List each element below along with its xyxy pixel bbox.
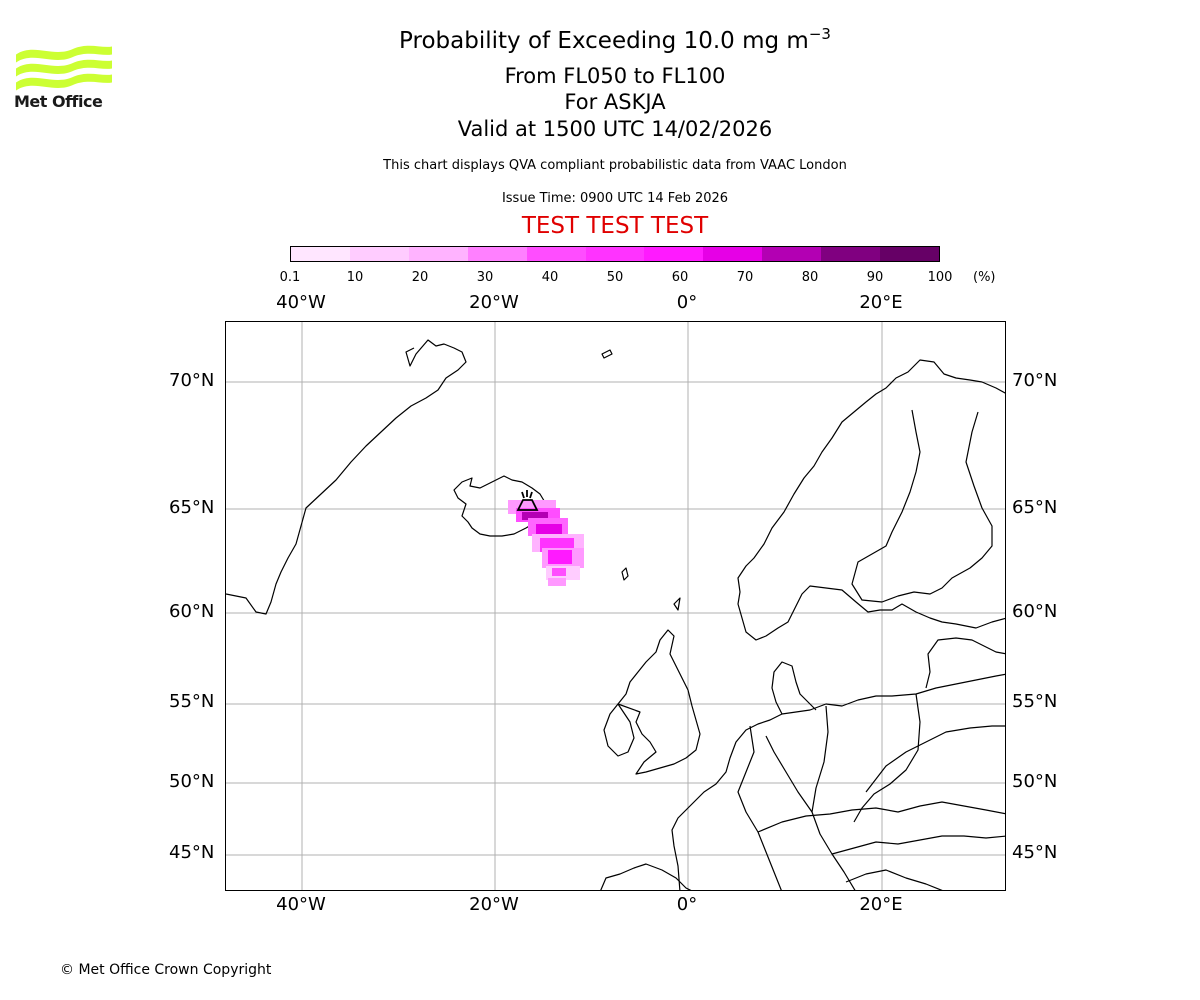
title-exponent: −3 [808,25,831,43]
map-canvas [226,322,1005,890]
colorbar-tick-label: 30 [476,270,494,285]
colorbar-tick-label: 80 [801,270,819,285]
chart-description: This chart displays QVA compliant probab… [383,158,847,173]
lat-label-left-5: 50°N [169,771,215,792]
colorbar-tick-label: 90 [866,270,884,285]
ash-plume [508,500,584,586]
lat-label-left-6: 45°N [169,842,215,863]
colorbar-tick-label: 100 [927,270,953,285]
probability-colorbar [290,246,940,262]
lon-label-bottom-1: 40°W [276,894,326,915]
test-banner: TEST TEST TEST [521,213,709,239]
lat-label-left-1: 70°N [169,370,215,391]
volcano-name: For ASKJA [564,90,666,114]
colorbar-tick-label: 0.1 [279,270,301,285]
colorbar-unit: (%) [973,270,996,285]
colorbar-tick-label: 10 [346,270,364,285]
colorbar-segment [291,247,350,261]
colorbar-tick-label: 50 [606,270,624,285]
copyright-notice: © Met Office Crown Copyright [60,962,272,978]
lat-label-left-2: 65°N [169,497,215,518]
colorbar-segment [349,247,409,261]
lat-label-right-6: 45°N [1012,842,1058,863]
lon-label-top-3: 0° [676,292,698,313]
valid-time: Valid at 1500 UTC 14/02/2026 [457,117,773,141]
map-area [225,321,1006,891]
lat-label-right-4: 55°N [1012,691,1058,712]
flight-level-range: From FL050 to FL100 [504,64,726,88]
colorbar-segment [644,247,704,261]
colorbar-tick-label: 40 [541,270,559,285]
issue-time: Issue Time: 0900 UTC 14 Feb 2026 [501,191,729,206]
lat-label-left-4: 55°N [169,691,215,712]
lat-label-left-3: 60°N [169,601,215,622]
lat-label-right-2: 65°N [1012,497,1058,518]
colorbar-segment [762,247,822,261]
colorbar-segment [703,247,763,261]
lat-label-right-3: 60°N [1012,601,1058,622]
lon-label-bottom-3: 0° [676,894,698,915]
colorbar-tick-label: 60 [671,270,689,285]
lon-label-bottom-2: 20°W [469,894,519,915]
lon-label-top-1: 40°W [276,292,326,313]
colorbar-segment [467,247,527,261]
colorbar-segment [821,247,881,261]
volcano-icon [516,490,539,511]
colorbar-segment [585,247,645,261]
lat-label-right-1: 70°N [1012,370,1058,391]
chart-title: Probability of Exceeding 10.0 mg m−3 [399,25,831,54]
met-office-logo-icon [16,45,112,91]
lon-label-bottom-4: 20°E [859,894,903,915]
colorbar-tick-label: 70 [736,270,754,285]
colorbar-tick-label: 20 [411,270,429,285]
colorbar-segment [408,247,468,261]
lat-label-right-5: 50°N [1012,771,1058,792]
colorbar-segment [526,247,586,261]
lon-label-top-4: 20°E [859,292,903,313]
lon-label-top-2: 20°W [469,292,519,313]
colorbar-segment [880,247,939,261]
logo-text: Met Office [14,92,103,111]
